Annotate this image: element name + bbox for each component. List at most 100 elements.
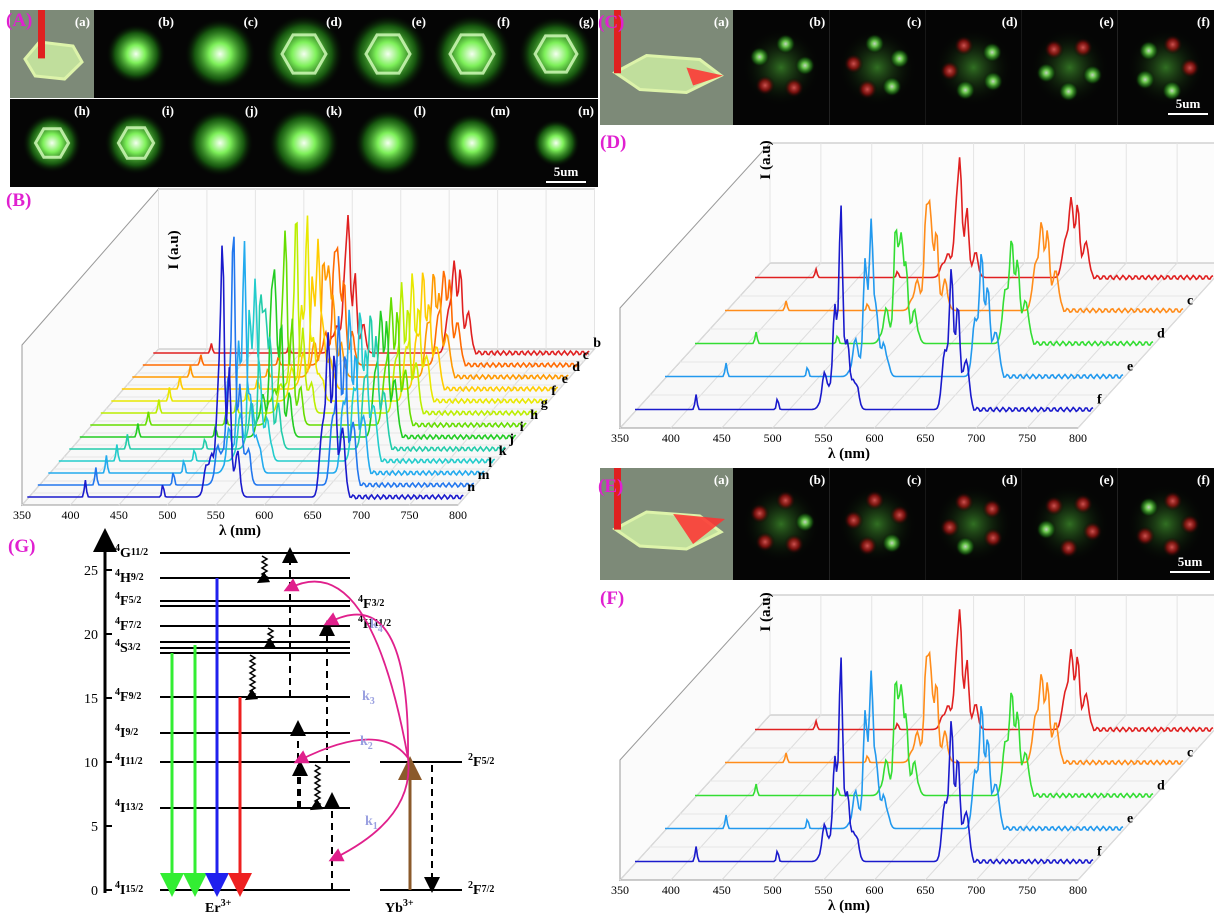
x-tick-label: 500 bbox=[158, 508, 176, 522]
level-label-main: k bbox=[362, 689, 370, 704]
series-label: d bbox=[572, 360, 580, 375]
level-label-sub: 3 bbox=[370, 696, 375, 707]
image-label: (a) bbox=[714, 472, 729, 487]
level-label-main: F bbox=[120, 594, 129, 609]
panel-label: (D) bbox=[600, 132, 626, 153]
panel-label: (E) bbox=[598, 476, 623, 497]
level-label-sup: 3+ bbox=[221, 898, 232, 909]
spot bbox=[865, 490, 885, 510]
level-label: 4F7/2 bbox=[115, 616, 141, 634]
y-tick-label: 15 bbox=[84, 692, 98, 707]
x-tick-label: 600 bbox=[255, 508, 273, 522]
spot bbox=[1059, 81, 1079, 101]
spot bbox=[940, 517, 960, 537]
image-label: (e) bbox=[412, 14, 426, 29]
energy-transfer bbox=[290, 582, 408, 758]
spot bbox=[1036, 63, 1056, 83]
scale-label: 5um bbox=[554, 164, 579, 179]
x-tick-label: 650 bbox=[916, 883, 934, 897]
level-label: 4H9/2 bbox=[115, 568, 144, 586]
level-label: 4I9/2 bbox=[115, 723, 138, 741]
level-label-main: S bbox=[120, 641, 128, 656]
x-tick-label: 500 bbox=[764, 883, 782, 897]
energy-transfer bbox=[300, 739, 408, 760]
x-tick-label: 600 bbox=[865, 431, 883, 445]
level-label: 4S3/2 bbox=[115, 638, 141, 656]
y-tick-label: 20 bbox=[84, 628, 98, 643]
level-label-main: k bbox=[370, 617, 378, 632]
x-tick-label: 350 bbox=[611, 431, 629, 445]
series-label: e bbox=[562, 372, 568, 387]
spot bbox=[983, 528, 1003, 548]
spot bbox=[755, 75, 775, 95]
back-wall bbox=[770, 143, 1214, 263]
spot bbox=[1163, 34, 1183, 54]
spot bbox=[1163, 491, 1183, 511]
spot bbox=[1180, 514, 1200, 534]
level-label: 4I15/2 bbox=[115, 880, 143, 898]
series-label: f bbox=[1097, 393, 1102, 408]
level-label-sub: 1 bbox=[373, 821, 378, 832]
image-label: (c) bbox=[244, 14, 258, 29]
level-label-main: F bbox=[473, 883, 482, 898]
series-label: k bbox=[499, 444, 507, 459]
level-label: 4F3/2 bbox=[358, 594, 384, 612]
spot bbox=[1139, 497, 1159, 517]
x-tick-label: 750 bbox=[401, 508, 419, 522]
glow bbox=[442, 113, 502, 173]
x-axis-label: λ (nm) bbox=[219, 523, 261, 539]
level-label-sub: 11/2 bbox=[125, 756, 142, 767]
image-label: (f) bbox=[1197, 14, 1210, 29]
x-tick-label: 450 bbox=[713, 431, 731, 445]
level-label: 4I11/2 bbox=[115, 752, 143, 770]
image-label: (a) bbox=[75, 14, 90, 29]
level-label-main: F bbox=[120, 619, 129, 634]
x-tick-label: 500 bbox=[764, 431, 782, 445]
x-tick-label: 550 bbox=[815, 431, 833, 445]
x-tick-label: 650 bbox=[916, 431, 934, 445]
level-label-sub: 11/2 bbox=[131, 547, 148, 558]
series-label: h bbox=[530, 408, 538, 423]
level-label-sub: 2 bbox=[368, 741, 373, 752]
glow bbox=[532, 119, 580, 167]
glow bbox=[186, 109, 254, 177]
spot bbox=[857, 536, 877, 556]
level-label: 4I13/2 bbox=[115, 798, 143, 816]
level-label-main: k bbox=[365, 814, 373, 829]
spot bbox=[755, 532, 775, 552]
image-label: (f) bbox=[497, 14, 510, 29]
image-label: (g) bbox=[579, 14, 594, 29]
level-label-sub: 3/2 bbox=[128, 642, 141, 653]
series-label: b bbox=[593, 336, 601, 351]
x-tick-label: 450 bbox=[110, 508, 128, 522]
scale-label: 5um bbox=[1176, 96, 1201, 111]
render-beam bbox=[38, 10, 45, 58]
spot bbox=[1180, 58, 1200, 78]
y-tick-label: 5 bbox=[91, 820, 98, 835]
spot bbox=[983, 71, 1003, 91]
x-tick-label: 700 bbox=[967, 883, 985, 897]
image-label: (c) bbox=[907, 472, 921, 487]
spot bbox=[865, 34, 885, 54]
image-label: (b) bbox=[809, 472, 825, 487]
series-label: e bbox=[1127, 812, 1133, 827]
spot bbox=[882, 77, 902, 97]
level-label: k1 bbox=[365, 814, 378, 832]
level-label-sub: 9/2 bbox=[131, 572, 144, 583]
level-label-main: H bbox=[120, 571, 131, 586]
level-label: Yb3+ bbox=[385, 898, 414, 916]
level-label-main: k bbox=[360, 734, 368, 749]
x-tick-label: 800 bbox=[1069, 431, 1087, 445]
spot bbox=[857, 79, 877, 99]
image-label: (j) bbox=[245, 103, 258, 118]
spot bbox=[1135, 526, 1155, 546]
series-label: e bbox=[1127, 360, 1133, 375]
level-label-main: G bbox=[120, 546, 131, 561]
scale-label: 5um bbox=[1178, 554, 1203, 569]
x-tick-label: 350 bbox=[13, 508, 31, 522]
relaxation bbox=[262, 556, 267, 580]
series-label: g bbox=[541, 396, 548, 411]
spot bbox=[882, 533, 902, 553]
spot bbox=[954, 492, 974, 512]
series-label: c bbox=[1187, 294, 1193, 309]
